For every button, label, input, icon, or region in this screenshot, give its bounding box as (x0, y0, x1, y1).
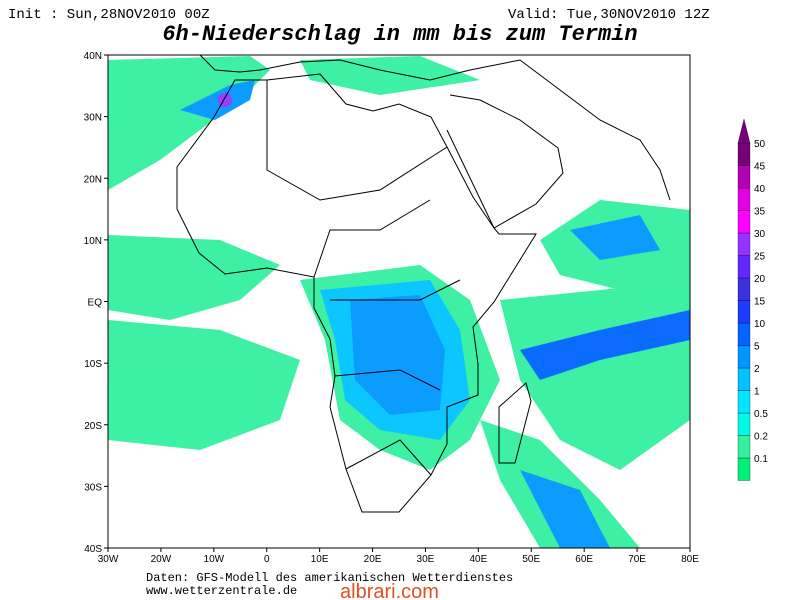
arabia-coastline (446, 94, 564, 229)
colorbar-label: 15 (754, 297, 766, 308)
lon-label: 30W (98, 554, 119, 565)
lat-label: 20S (84, 421, 102, 432)
watermark: albrari.com (340, 581, 439, 600)
lat-label: 40N (84, 51, 102, 62)
lat-label: EQ (88, 298, 103, 309)
colorbar-segment (737, 390, 751, 414)
colorbar-segment (737, 210, 751, 234)
colorbar-arrow (737, 118, 751, 144)
colorbar-label: 45 (754, 162, 766, 173)
colorbar-label: 40 (754, 184, 766, 195)
map-area (107, 54, 691, 549)
colorbar-label: 10 (754, 319, 766, 330)
map-title: 6h-Niederschlag in mm bis zum Termin (162, 22, 637, 47)
lon-label: 50E (522, 554, 540, 565)
madagascar-coastline (498, 382, 532, 464)
colorbar-label: 0.1 (754, 454, 768, 465)
lat-label: 30S (84, 482, 102, 493)
lat-label: 30N (84, 113, 102, 124)
lon-label: 10W (204, 554, 225, 565)
lat-label: 10N (84, 236, 102, 247)
colorbar-label: 50 (754, 139, 766, 150)
colorbar-segment (737, 232, 751, 256)
colorbar-segment (737, 457, 751, 481)
colorbar-segment (737, 277, 751, 301)
colorbar-segment (737, 435, 751, 459)
lat-label: 40S (84, 544, 102, 555)
lon-label: 20E (364, 554, 382, 565)
source-url: www.wetterzentrale.de (146, 584, 297, 598)
africa-coastline (176, 73, 537, 513)
data-source: Daten: GFS-Modell des amerikanischen Wet… (146, 571, 513, 585)
colorbar-label: 5 (754, 342, 760, 353)
lon-label: 30E (417, 554, 435, 565)
valid-time: Valid: Tue,30NOV2010 12Z (508, 7, 710, 23)
colorbar-segment (737, 345, 751, 369)
lon-label: 60E (575, 554, 593, 565)
colorbar-label: 20 (754, 274, 766, 285)
colorbar-segment (737, 255, 751, 279)
colorbar-label: 30 (754, 229, 766, 240)
init-time: Init : Sun,28NOV2010 00Z (8, 7, 210, 23)
lon-label: 80E (681, 554, 699, 565)
colorbar-segment (737, 322, 751, 346)
colorbar-label: 2 (754, 364, 760, 375)
colorbar-segment (737, 165, 751, 189)
colorbar-segment (737, 367, 751, 391)
lon-label: 0 (264, 554, 270, 565)
colorbar-label: 1 (754, 387, 760, 398)
colorbar-label: 35 (754, 207, 766, 218)
borders (266, 80, 461, 476)
colorbar-segment (737, 187, 751, 211)
lon-label: 20W (151, 554, 172, 565)
colorbar-label: 0.2 (754, 432, 768, 443)
colorbar-label: 25 (754, 252, 766, 263)
lat-label: 10S (84, 359, 102, 370)
lon-label: 70E (628, 554, 646, 565)
europe-coastline (199, 54, 671, 201)
colorbar-segment (737, 412, 751, 436)
precip-field (108, 56, 690, 548)
lat-label: 20N (84, 174, 102, 185)
colorbar-label: 0.5 (754, 409, 768, 420)
lon-label: 40E (469, 554, 487, 565)
colorbar-segment (737, 142, 751, 166)
colorbar-segment (737, 300, 751, 324)
lon-label: 10E (311, 554, 329, 565)
